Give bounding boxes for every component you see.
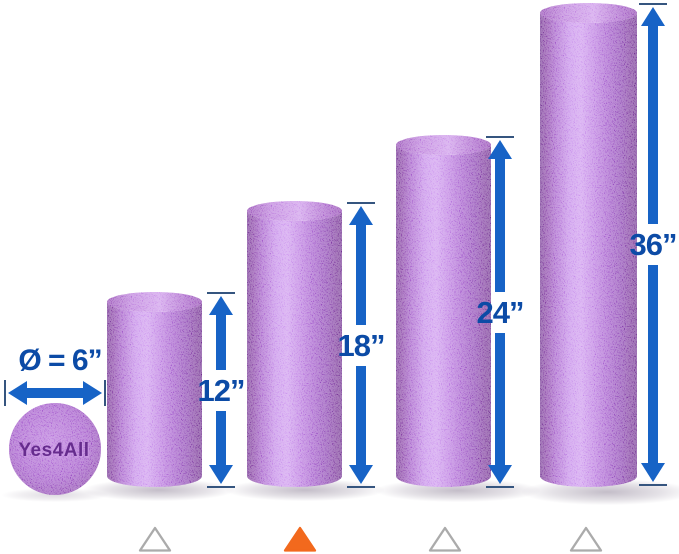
arrow-down-head-icon	[349, 465, 373, 484]
brand-logo: Yes4All	[18, 440, 89, 461]
arrow-up-head-icon	[641, 7, 665, 26]
arrow-shaft	[356, 225, 366, 325]
roller-36in	[540, 3, 637, 487]
arrow-down-head-icon	[641, 463, 665, 482]
dimension-tick	[207, 486, 235, 488]
arrow-shaft	[27, 388, 83, 398]
dimension-24in: 24”	[462, 136, 538, 488]
size-label-12in: 12”	[197, 372, 246, 408]
arrow-up-head-icon	[488, 140, 512, 159]
dimension-36in: 36”	[615, 3, 679, 486]
dimension-tick	[486, 486, 514, 488]
dimension-tick	[104, 380, 106, 406]
arrow-shaft	[356, 365, 366, 465]
dimension-tick	[639, 484, 667, 486]
arrow-shaft	[216, 315, 226, 370]
arrow-up-head-icon	[349, 206, 373, 225]
dimension-tick	[486, 136, 514, 138]
roller-24in	[396, 135, 491, 488]
dimension-12in: 12”	[183, 292, 259, 488]
arrow-shaft	[648, 26, 658, 224]
diameter-arrow	[4, 379, 106, 407]
size-label-36in: 36”	[629, 227, 678, 262]
arrow-shaft	[216, 410, 226, 465]
roller-shadow	[84, 479, 234, 501]
brand-logo-highlight: Yes4All	[19, 442, 90, 463]
size-indicator-36in[interactable]	[569, 525, 603, 553]
roller-12in	[107, 292, 202, 487]
dimension-tick	[347, 202, 375, 204]
dimension-tick	[347, 486, 375, 488]
roller-18in	[247, 201, 342, 487]
arrow-left-head-icon	[8, 381, 27, 405]
size-indicator-24in[interactable]	[428, 525, 462, 553]
arrow-up-head-icon	[209, 296, 233, 315]
size-label-18in: 18”	[337, 327, 386, 363]
size-label-24in: 24”	[476, 294, 525, 330]
diameter-label: Ø = 6”	[18, 344, 102, 377]
arrow-shaft	[495, 159, 505, 292]
size-indicator-18in[interactable]	[283, 525, 317, 553]
dimension-18in: 18”	[323, 202, 399, 488]
arrow-down-head-icon	[209, 465, 233, 484]
arrow-shaft	[495, 332, 505, 465]
size-indicator-12in[interactable]	[138, 525, 172, 553]
dimension-tick	[207, 292, 235, 294]
roller-end-view: Yes4All Yes4All	[9, 403, 101, 495]
dimension-tick	[639, 3, 667, 5]
dimension-tick	[4, 380, 6, 406]
arrow-down-head-icon	[488, 465, 512, 484]
arrow-right-head-icon	[83, 381, 102, 405]
arrow-shaft	[648, 265, 658, 463]
